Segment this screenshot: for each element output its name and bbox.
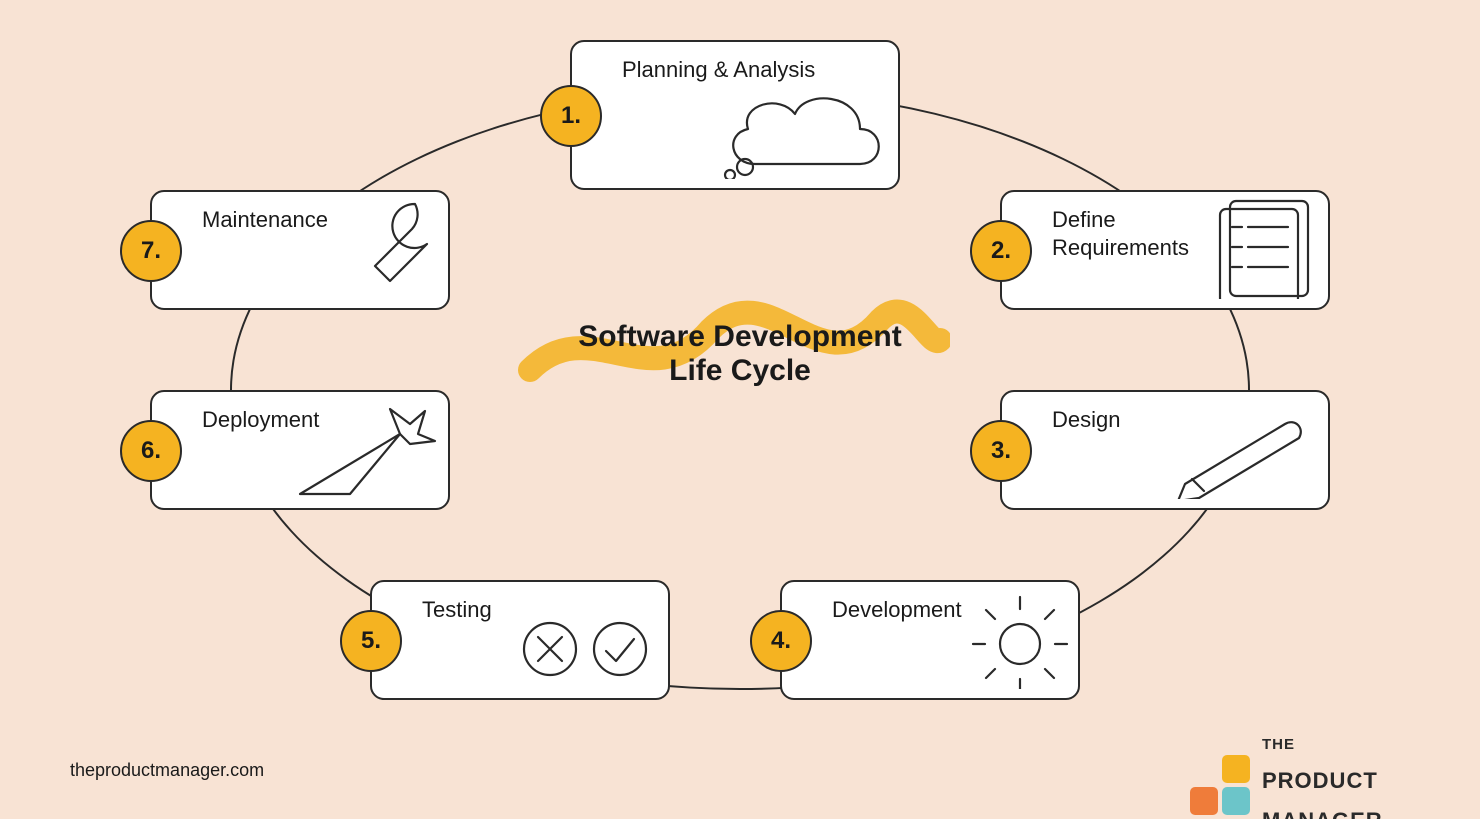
- checklist-icon: [1210, 190, 1320, 304]
- node-label: Design: [1052, 406, 1120, 434]
- brand-square-tr: [1222, 755, 1250, 783]
- brand-logo: THE PRODUCT MANAGER: [1190, 720, 1383, 819]
- step-badge-testing: 5.: [340, 610, 402, 672]
- brand-line3: MANAGER: [1262, 809, 1383, 819]
- brand-square-br: [1222, 787, 1250, 815]
- source-url: theproductmanager.com: [70, 760, 264, 781]
- cycle-node-planning: Planning & Analysis: [570, 40, 900, 190]
- step-badge-requirements: 2.: [970, 220, 1032, 282]
- brand-line1: THE: [1262, 737, 1383, 753]
- brand-text: THE PRODUCT MANAGER: [1262, 720, 1383, 819]
- cycle-node-maintenance: Maintenance: [150, 190, 450, 310]
- wrench-icon: [320, 190, 440, 304]
- brand-squares: [1190, 755, 1250, 815]
- step-badge-deployment: 6.: [120, 420, 182, 482]
- step-badge-design: 3.: [970, 420, 1032, 482]
- step-badge-planning: 1.: [540, 85, 602, 147]
- pencil-icon: [1170, 409, 1320, 504]
- node-label: Maintenance: [202, 206, 328, 234]
- gear-icon: [950, 580, 1070, 694]
- node-label: Deployment: [202, 406, 319, 434]
- step-badge-maintenance: 7.: [120, 220, 182, 282]
- cycle-node-testing: Testing: [370, 580, 670, 700]
- cloud-icon: [710, 69, 890, 184]
- diagram-canvas: Software Development Life Cycle Planning…: [0, 0, 1480, 819]
- node-label: Define Requirements: [1052, 206, 1189, 261]
- step-badge-development: 4.: [750, 610, 812, 672]
- brand-square-bl: [1190, 787, 1218, 815]
- cycle-node-requirements: Define Requirements: [1000, 190, 1330, 310]
- node-label: Testing: [422, 596, 492, 624]
- check-x-icon: [510, 609, 660, 694]
- node-label: Development: [832, 596, 962, 624]
- brand-line2: PRODUCT: [1262, 769, 1383, 792]
- node-label: Planning & Analysis: [622, 56, 815, 84]
- cycle-node-development: Development: [780, 580, 1080, 700]
- diagram-title: Software Development Life Cycle: [540, 320, 940, 388]
- cycle-node-deployment: Deployment: [150, 390, 450, 510]
- cycle-node-design: Design: [1000, 390, 1330, 510]
